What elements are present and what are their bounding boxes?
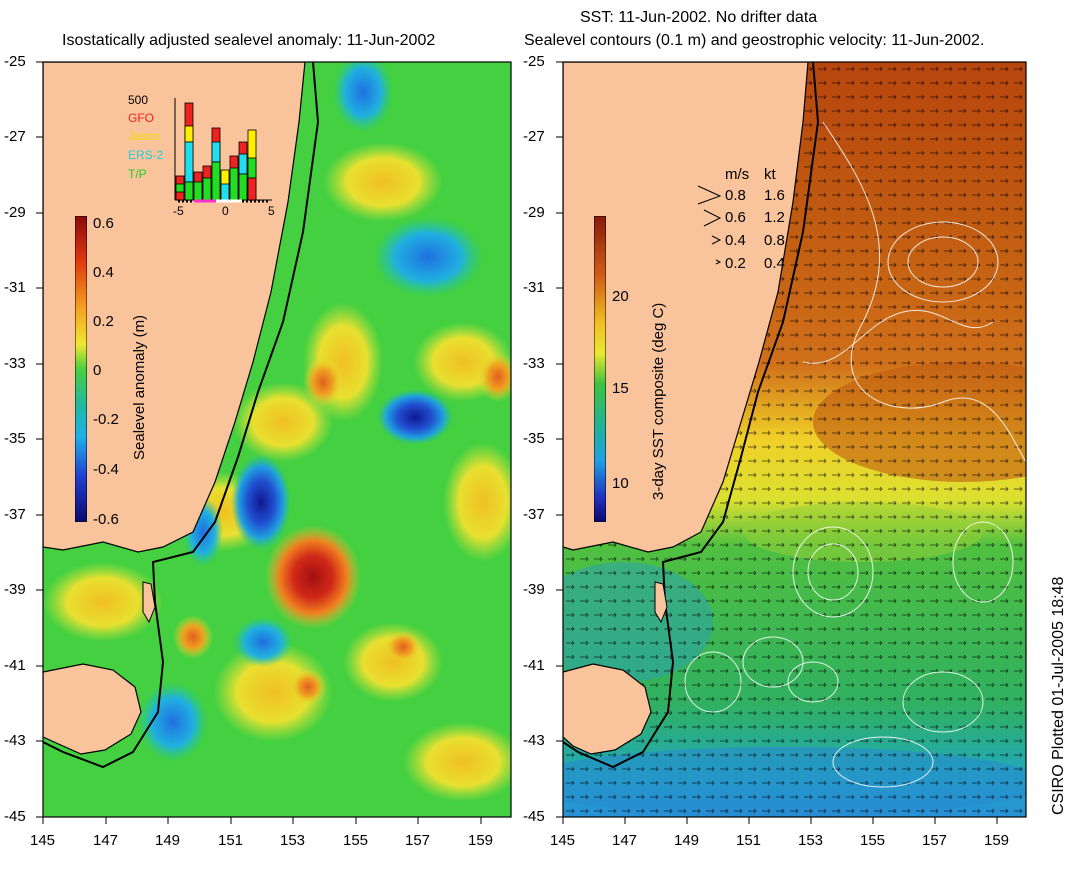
sealevel-cb-tick: -0.4 (93, 461, 119, 478)
sst-cb-tick: 20 (612, 288, 629, 305)
left-y-tick: -25 (4, 53, 26, 70)
sst-velocity-map (563, 62, 1026, 817)
left-y-tick: -31 (4, 279, 26, 296)
sealevel-cb-tick: 0.2 (93, 313, 114, 330)
inset-legend-tp: T/P (128, 167, 147, 181)
right-y-tick: -39 (523, 581, 545, 598)
right-x-tick: 149 (674, 832, 700, 849)
right-y-tick: -33 (523, 355, 545, 372)
left-y-tick: -29 (4, 204, 26, 221)
velocity-legend-kt: 1.2 (764, 209, 785, 226)
sealevel-cb-tick: 0.6 (93, 215, 114, 232)
left-map-title: Isostatically adjusted sealevel anomaly:… (62, 32, 436, 49)
right-y-tick: -25 (523, 53, 545, 70)
sealevel-cb-tick: 0 (93, 362, 102, 379)
right-y-tick: -29 (523, 204, 545, 221)
sst-cb-tick: 10 (612, 475, 629, 492)
left-y-tick: -35 (4, 430, 26, 447)
inset-x-tick: -5 (173, 204, 184, 218)
left-x-tick: 157 (405, 832, 431, 849)
right-x-tick: 153 (798, 832, 824, 849)
satellite-histogram (174, 98, 272, 203)
right-x-tick: 145 (550, 832, 576, 849)
right-y-tick: -45 (523, 808, 545, 825)
inset-x-tick: 5 (268, 204, 275, 218)
right-x-tick: 155 (860, 832, 886, 849)
right-y-tick: -35 (523, 430, 545, 447)
velocity-legend-kt: 1.6 (764, 187, 785, 204)
left-x-tick: 153 (280, 832, 306, 849)
left-y-tick: -43 (4, 732, 26, 749)
inset-max-label: 500 (128, 93, 149, 107)
velocity-legend-kt: 0.8 (764, 232, 785, 249)
sealevel-cb-tick: -0.6 (93, 511, 119, 528)
right-map-title-line1: SST: 11-Jun-2002. No drifter data (580, 9, 818, 26)
left-x-tick: 151 (218, 832, 244, 849)
right-x-tick: 157 (922, 832, 948, 849)
inset-legend-gfo: GFO (128, 111, 154, 125)
left-x-tick: 149 (155, 832, 181, 849)
right-x-tick: 159 (984, 832, 1010, 849)
right-x-tick: 151 (736, 832, 762, 849)
plot-credit: CSIRO Plotted 01-Jul-2005 18:48 (1050, 576, 1067, 815)
left-x-tick: 155 (343, 832, 369, 849)
velocity-legend-ms: 0.6 (725, 209, 746, 226)
sst-colorbar (594, 216, 606, 522)
left-y-tick: -27 (4, 128, 26, 145)
inset-x-tick: 0 (222, 204, 229, 218)
left-y-tick: -39 (4, 581, 26, 598)
right-x-tick: 147 (612, 832, 638, 849)
right-y-tick: -37 (523, 506, 545, 523)
left-y-tick: -37 (4, 506, 26, 523)
velocity-legend-kt: 0.4 (764, 255, 785, 272)
velocity-legend-header-kt: kt (764, 166, 776, 183)
velocity-legend-header-ms: m/s (725, 166, 750, 183)
left-x-tick: 147 (93, 832, 119, 849)
velocity-legend-ms: 0.8 (725, 187, 746, 204)
inset-legend-ers2: ERS-2 (128, 148, 164, 162)
right-y-tick: -31 (523, 279, 545, 296)
sealevel-cb-tick: 0.4 (93, 264, 114, 281)
velocity-legend-arrows (697, 185, 722, 265)
sst-cb-tick: 15 (612, 380, 629, 397)
right-y-tick: -41 (523, 657, 545, 674)
sealevel-cb-tick: -0.2 (93, 411, 119, 428)
right-map-title-line2: Sealevel contours (0.1 m) and geostrophi… (524, 32, 985, 49)
inset-legend-jason: Jason (128, 129, 161, 143)
left-y-tick: -33 (4, 355, 26, 372)
right-y-tick: -27 (523, 128, 545, 145)
sealevel-anomaly-map (43, 62, 511, 817)
velocity-legend-ms: 0.4 (725, 232, 746, 249)
right-y-tick: -43 (523, 732, 545, 749)
velocity-legend-ms: 0.2 (725, 255, 746, 272)
left-x-tick: 145 (30, 832, 56, 849)
left-y-tick: -41 (4, 657, 26, 674)
sealevel-colorbar (75, 216, 87, 522)
left-y-tick: -45 (4, 808, 26, 825)
left-x-tick: 159 (468, 832, 494, 849)
